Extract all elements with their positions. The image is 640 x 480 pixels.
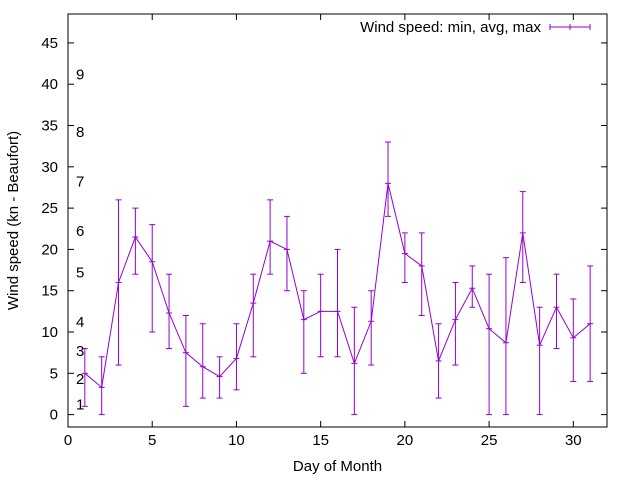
y-tick-label: 15: [41, 283, 58, 300]
y-tick-label: 25: [41, 200, 58, 217]
error-bar-day-16: [334, 248, 341, 358]
x-tick-label: 0: [64, 432, 72, 449]
error-bar-day-23: [452, 281, 459, 366]
x-tick-label: 15: [312, 432, 329, 449]
x-tick-label: 30: [565, 432, 582, 449]
beaufort-label: 3: [76, 343, 84, 360]
beaufort-label: 2: [76, 371, 84, 388]
error-bar-day-30: [570, 298, 577, 383]
error-bar-day-22: [435, 323, 442, 399]
error-bar-day-25: [486, 273, 493, 416]
error-bar-day-18: [368, 290, 375, 366]
beaufort-label: 6: [76, 223, 84, 240]
error-bar-day-19: [385, 141, 392, 217]
error-bar-day-7: [182, 314, 189, 407]
y-tick-label: 35: [41, 118, 58, 135]
error-bar-day-8: [199, 323, 206, 399]
y-tick-label: 0: [50, 407, 58, 424]
error-bar-day-27: [519, 191, 526, 283]
error-bar-day-15: [317, 273, 324, 358]
error-bar-day-29: [553, 273, 560, 350]
error-bar-day-21: [418, 232, 425, 316]
y-tick-label: 10: [41, 324, 58, 341]
x-tick-label: 5: [148, 432, 156, 449]
beaufort-label: 7: [76, 174, 84, 191]
error-bar-day-9: [216, 356, 223, 399]
error-bar-day-5: [149, 224, 156, 333]
error-bar-day-17: [351, 306, 358, 416]
x-tick-label: 10: [228, 432, 245, 449]
error-bar-day-14: [300, 290, 307, 374]
beaufort-label: 8: [76, 124, 84, 141]
beaufort-label: 5: [76, 265, 84, 282]
error-bar-day-28: [536, 306, 543, 416]
error-bar-day-4: [132, 207, 139, 275]
y-tick-label: 20: [41, 241, 58, 258]
y-tick-label: 45: [41, 35, 58, 52]
error-bar-day-11: [250, 273, 257, 358]
x-tick-label: 20: [397, 432, 414, 449]
beaufort-label: 1: [76, 397, 84, 414]
legend-label: Wind speed: min, avg, max: [360, 19, 541, 36]
y-tick-label: 40: [41, 76, 58, 93]
error-bar-day-1: [81, 348, 88, 407]
legend-errorbar-sample: [549, 24, 591, 30]
legend: Wind speed: min, avg, max: [360, 19, 591, 36]
error-bar-day-13: [283, 215, 290, 292]
error-bar-day-24: [469, 265, 476, 308]
beaufort-label: 4: [76, 314, 84, 331]
error-bar-day-3: [115, 199, 122, 366]
y-tick-label: 30: [41, 159, 58, 176]
beaufort-label: 9: [76, 66, 84, 83]
error-bar-day-31: [587, 265, 594, 383]
error-bar-day-20: [401, 232, 408, 283]
error-bar-day-2: [98, 356, 105, 416]
y-axis-label: Wind speed (kn - Beaufort): [5, 131, 22, 310]
error-bar-day-12: [267, 199, 274, 275]
error-bar-day-6: [166, 273, 173, 350]
x-tick-label: 25: [481, 432, 498, 449]
plot-frame: [67, 13, 608, 428]
series-layer: [81, 141, 594, 416]
error-bar-day-10: [233, 323, 240, 391]
y-tick-label: 5: [50, 365, 58, 382]
x-axis-label: Day of Month: [293, 458, 382, 475]
error-bar-day-26: [502, 257, 509, 416]
